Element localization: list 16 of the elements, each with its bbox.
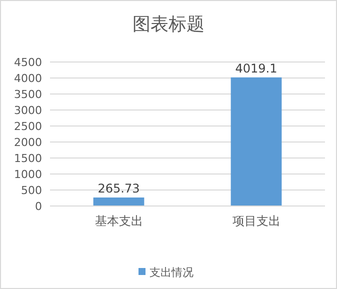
y-tick-label: 1500 xyxy=(14,152,42,165)
y-tick-label: 2500 xyxy=(14,120,42,133)
y-tick-label: 1000 xyxy=(14,168,42,181)
y-tick-label: 500 xyxy=(21,184,42,197)
y-tick-label: 4000 xyxy=(14,72,42,85)
y-tick-label: 2000 xyxy=(14,136,42,149)
legend-label: 支出情况 xyxy=(150,266,194,279)
y-tick-label: 3500 xyxy=(14,88,42,101)
data-label: 265.73 xyxy=(98,181,140,196)
y-tick-label: 4500 xyxy=(14,56,42,69)
x-tick-label: 项目支出 xyxy=(232,214,280,228)
chart-title: 图表标题 xyxy=(132,14,204,35)
y-tick-label: 3000 xyxy=(14,104,42,117)
x-tick-label: 基本支出 xyxy=(94,214,143,228)
y-tick-label: 0 xyxy=(35,200,42,213)
data-label: 4019.1 xyxy=(235,61,278,76)
